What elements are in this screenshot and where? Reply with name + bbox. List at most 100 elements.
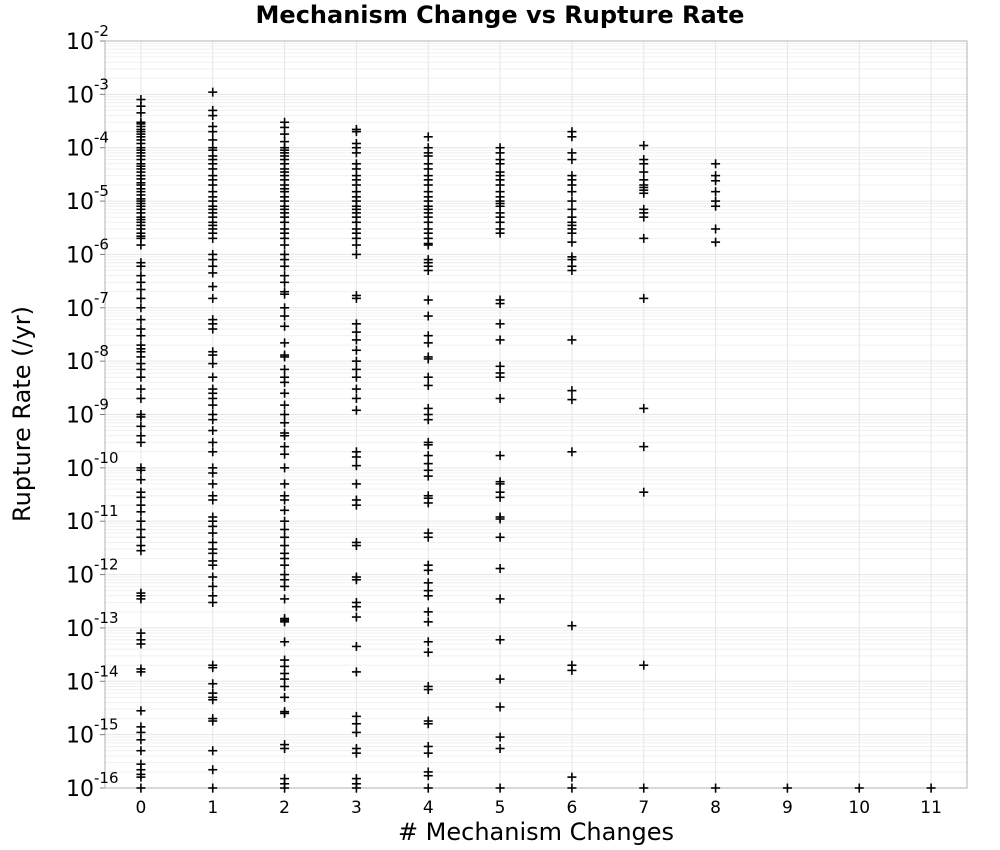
y-tick-label: 10-8	[66, 342, 109, 375]
data-point	[711, 187, 721, 197]
data-point	[351, 127, 361, 137]
data-point	[495, 635, 505, 645]
data-point	[280, 338, 290, 348]
data-point	[136, 594, 146, 604]
data-point	[136, 364, 146, 374]
data-point	[495, 674, 505, 684]
data-point	[495, 783, 505, 793]
data-point	[423, 471, 433, 481]
data-point	[567, 155, 577, 165]
y-tick-exponent: -10	[94, 449, 119, 467]
data-point	[208, 479, 218, 489]
data-point	[711, 201, 721, 211]
data-point	[639, 783, 649, 793]
data-point	[208, 581, 218, 591]
data-point	[280, 352, 290, 362]
data-point	[208, 447, 218, 457]
data-point	[208, 268, 218, 278]
data-point	[280, 400, 290, 410]
data-point	[280, 261, 290, 271]
data-point	[208, 437, 218, 447]
y-tick-exponent: -15	[94, 716, 119, 734]
y-tick-exponent: -16	[94, 769, 119, 787]
data-point	[495, 159, 505, 169]
data-point	[495, 732, 505, 742]
data-point	[639, 403, 649, 413]
data-point	[567, 386, 577, 396]
data-point	[351, 719, 361, 729]
data-point	[136, 465, 146, 475]
data-point	[567, 335, 577, 345]
data-point	[136, 421, 146, 431]
data-point	[423, 565, 433, 575]
data-points	[136, 87, 936, 793]
data-point	[351, 319, 361, 329]
x-tick-label: 6	[567, 798, 578, 818]
data-point	[208, 572, 218, 582]
data-point	[639, 442, 649, 452]
data-point	[136, 412, 146, 422]
data-point	[280, 303, 290, 313]
data-point	[495, 743, 505, 753]
data-point	[136, 384, 146, 394]
data-point	[495, 372, 505, 382]
data-point	[423, 637, 433, 647]
data-point	[208, 426, 218, 436]
x-tick-label: 5	[495, 798, 506, 818]
data-point	[280, 418, 290, 428]
data-point	[567, 196, 577, 206]
data-point	[423, 380, 433, 390]
data-point	[136, 532, 146, 542]
data-point	[136, 772, 146, 782]
data-point	[280, 321, 290, 331]
data-point	[280, 431, 290, 441]
data-point	[208, 324, 218, 334]
x-tick-label: 3	[351, 798, 362, 818]
data-point	[208, 415, 218, 425]
data-point	[423, 132, 433, 142]
data-point	[351, 500, 361, 510]
data-point	[208, 765, 218, 775]
data-point	[136, 315, 146, 325]
y-tick-label: 10-13	[66, 609, 119, 642]
data-point	[639, 293, 649, 303]
data-point	[208, 548, 218, 558]
data-point	[423, 440, 433, 450]
data-point	[208, 293, 218, 303]
data-point	[280, 532, 290, 542]
data-point	[567, 228, 577, 238]
data-point	[280, 708, 290, 718]
data-point	[351, 393, 361, 403]
data-point	[567, 772, 577, 782]
data-point	[639, 167, 649, 177]
data-point	[567, 665, 577, 675]
data-point	[351, 148, 361, 158]
x-axis-label: # Mechanism Changes	[398, 818, 674, 846]
data-point	[208, 495, 218, 505]
data-point	[208, 783, 218, 793]
data-point	[351, 249, 361, 259]
y-tick-label: 10-16	[66, 769, 119, 802]
data-point	[208, 746, 218, 756]
data-point	[280, 541, 290, 551]
y-tick-exponent: -5	[94, 182, 109, 200]
data-point	[423, 240, 433, 250]
data-point	[351, 748, 361, 758]
data-point	[351, 479, 361, 489]
y-tick-label: 10-11	[66, 502, 119, 535]
data-point	[280, 692, 290, 702]
data-point	[495, 451, 505, 461]
data-point	[280, 479, 290, 489]
data-point	[351, 356, 361, 366]
data-point	[495, 228, 505, 238]
data-point	[280, 410, 290, 419]
y-tick-exponent: -12	[94, 556, 119, 574]
data-point	[423, 607, 433, 617]
data-point	[495, 532, 505, 542]
x-tick-label: 2	[279, 798, 290, 818]
data-point	[639, 188, 649, 198]
data-point	[208, 679, 218, 689]
data-point	[136, 516, 146, 526]
data-point	[495, 479, 505, 489]
